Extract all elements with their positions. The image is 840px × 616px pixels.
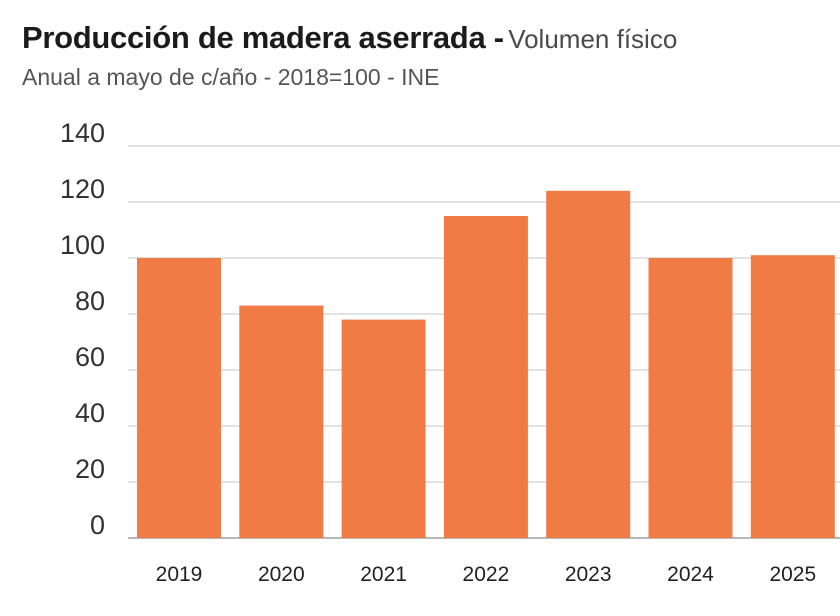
y-tick-label: 100 [60, 230, 105, 260]
chart-title-unit: Volumen físico [508, 24, 678, 54]
x-tick-label: 2024 [667, 563, 714, 586]
chart-subtitle: Anual a mayo de c/año - 2018=100 - INE [22, 64, 440, 90]
chart-title-main: Producción de madera aserrada - [22, 20, 504, 55]
y-axis-ticks: 0 20 40 60 80 100 120 140 [60, 118, 105, 540]
y-tick-label: 60 [75, 342, 105, 372]
bar-2021 [341, 319, 426, 538]
y-tick-label: 20 [75, 454, 105, 484]
bar-2022 [443, 216, 528, 538]
bar-2020 [239, 305, 324, 538]
y-tick-label: 40 [75, 398, 105, 428]
y-tick-label: 120 [60, 174, 105, 204]
x-axis-ticks: 2019 2020 2021 2022 2023 2024 2025 [156, 563, 817, 586]
bar-2019 [137, 258, 221, 538]
x-tick-label: 2022 [463, 563, 510, 586]
y-tick-label: 0 [90, 510, 105, 540]
x-tick-label: 2021 [360, 563, 407, 586]
bar-2024 [648, 258, 733, 538]
bar-2023 [546, 190, 631, 539]
bar-2025 [750, 255, 835, 538]
chart-title: Producción de madera aserrada - Volumen … [22, 20, 677, 56]
x-tick-label: 2019 [156, 563, 203, 586]
x-tick-label: 2020 [258, 563, 305, 586]
x-tick-label: 2025 [769, 563, 816, 586]
bars [137, 190, 835, 539]
x-tick-label: 2023 [565, 563, 612, 586]
y-tick-label: 140 [60, 118, 105, 148]
y-tick-label: 80 [75, 286, 105, 316]
